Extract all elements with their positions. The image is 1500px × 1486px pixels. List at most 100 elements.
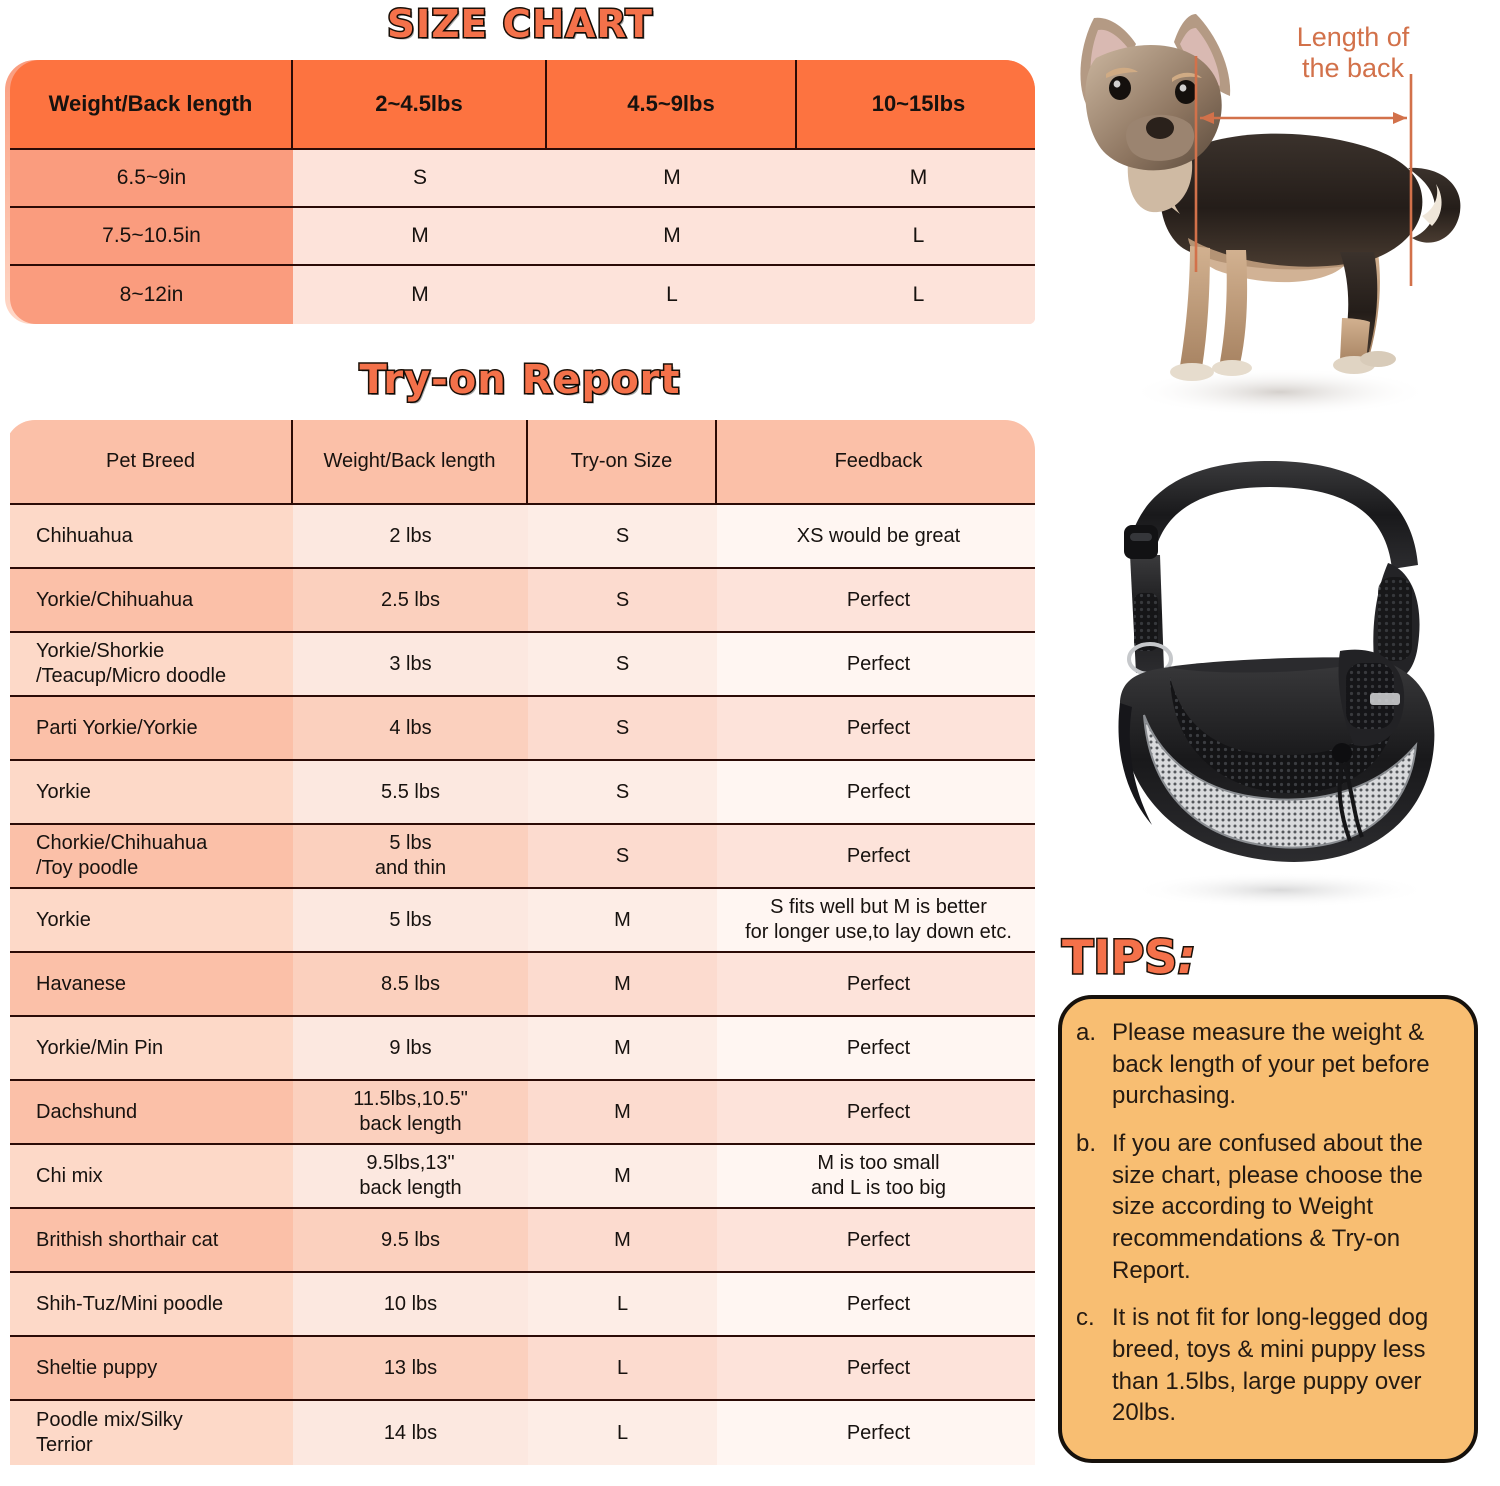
tryon-cell-feedback: Perfect: [717, 825, 1035, 889]
tryon-cell-feedback: XS would be great: [717, 505, 1035, 569]
tryon-cell-weight: 13 lbs: [293, 1337, 528, 1401]
arrow-head-left: [1200, 112, 1214, 124]
length-label-line1: Length of: [1296, 22, 1410, 52]
size-chart-title: SIZE CHART: [385, 1, 654, 48]
tip-marker: a.: [1076, 1019, 1097, 1046]
tips-box: a. Please measure the weight & back lengt…: [1058, 995, 1478, 1463]
tryon-cell-breed-line: Terrior: [36, 1434, 93, 1456]
tryon-cell-feedback-line: Perfect: [846, 1292, 911, 1315]
tryon-cell-breed-line: Yorkie/Chihuahua: [36, 588, 194, 611]
tryon-cell-breed: Havanese: [10, 953, 293, 1017]
tip-marker: c.: [1076, 1304, 1095, 1332]
tryon-cell-weight-line: and thin: [374, 857, 447, 879]
length-label-line2: the back: [1301, 53, 1405, 84]
tryon-cell-weight: 5.5 lbs: [293, 761, 528, 825]
tryon-report-row: Chihuahua 2 lbs S XS would be great: [10, 505, 1035, 569]
tryon-cell-weight: 2.5 lbs: [293, 569, 528, 633]
tryon-cell-breed: Chihuahua: [10, 505, 293, 569]
size-chart-cell: S: [293, 150, 547, 208]
tryon-cell-weight: 5 lbs and thin: [293, 825, 528, 889]
tryon-col-weight-back-length: Weight/Back length: [293, 420, 528, 505]
tryon-cell-breed-line: Sheltie puppy: [36, 1356, 158, 1379]
tryon-cell-breed: Poodle mix/Silky Terrior: [10, 1401, 293, 1465]
tryon-cell-size: M: [528, 1209, 717, 1273]
tryon-cell-feedback: M is too small and L is too big: [717, 1145, 1035, 1209]
tryon-cell-breed: Dachshund: [10, 1081, 293, 1145]
dog-measurement-diagram: Length of the back: [1040, 0, 1500, 430]
tryon-cell-size: S: [528, 761, 717, 825]
tryon-cell-size-line: L: [616, 1356, 629, 1379]
size-chart-cell: L: [797, 266, 1035, 324]
chihuahua-illustration: [1080, 14, 1461, 416]
tryon-col-feedback: Feedback: [717, 420, 1035, 505]
tryon-cell-breed-line: Yorkie/Shorkie: [36, 640, 165, 662]
tryon-cell-feedback-line: for longer use,to lay down etc.: [745, 921, 1012, 943]
tryon-cell-feedback-line: Perfect: [846, 1100, 911, 1123]
tryon-cell-feedback-line: Perfect: [846, 1356, 911, 1379]
size-chart-cell: M: [293, 266, 547, 324]
tryon-cell-size: M: [528, 953, 717, 1017]
tryon-cell-weight: 3 lbs: [293, 633, 528, 697]
brand-label: [1370, 693, 1400, 705]
tryon-cell-feedback: Perfect: [717, 1337, 1035, 1401]
tryon-cell-weight: 8.5 lbs: [293, 953, 528, 1017]
tryon-cell-weight-line: 5.5 lbs: [381, 780, 440, 803]
tryon-cell-size: M: [528, 889, 717, 953]
tryon-cell-feedback: Perfect: [717, 1273, 1035, 1337]
tryon-cell-weight: 4 lbs: [293, 697, 528, 761]
tryon-cell-size-line: M: [614, 908, 631, 931]
tip-item: c. It is not fit for long-legged dog bree…: [1076, 1302, 1458, 1429]
size-chart-cell: M: [547, 208, 797, 266]
tryon-cell-size-line: S: [615, 588, 630, 611]
size-chart-cell: M: [797, 150, 1035, 208]
tryon-cell-breed: Yorkie: [10, 761, 293, 825]
tryon-cell-size-line: S: [615, 716, 630, 739]
tryon-report-row: Chorkie/Chihuahua/Toy poodle 5 lbs and thi…: [10, 825, 1035, 889]
tryon-cell-weight-line: 5 lbs: [389, 908, 432, 931]
tryon-cell-breed-line: Chorkie/Chihuahua: [36, 832, 208, 854]
size-chart-col-3: 10~15lbs: [797, 60, 1035, 150]
tryon-cell-breed: Brithish shorthair cat: [10, 1209, 293, 1273]
tryon-cell-weight-line: 11.5lbs,10.5": [353, 1088, 468, 1110]
size-chart-row-header: 7.5~10.5in: [10, 208, 293, 266]
tryon-cell-feedback-line: Perfect: [846, 780, 911, 803]
tryon-cell-weight-line: back length: [359, 1177, 462, 1199]
tryon-report-title: Try-on Report: [358, 356, 681, 405]
tryon-cell-weight-line: 9.5 lbs: [381, 1228, 440, 1251]
tryon-cell-breed-line: Dachshund: [36, 1100, 138, 1123]
sling-carrier-illustration: [1118, 461, 1435, 908]
tryon-report-row: Parti Yorkie/Yorkie 4 lbs S Perfect: [10, 697, 1035, 761]
tryon-cell-feedback-line: and L is too big: [811, 1177, 946, 1199]
tryon-cell-weight-line: 2.5 lbs: [381, 588, 440, 611]
size-chart-cell: M: [293, 208, 547, 266]
tryon-cell-weight-line: 9.5lbs,13": [366, 1152, 455, 1174]
tryon-cell-breed-line: Chi mix: [36, 1164, 103, 1187]
size-chart-cell: L: [797, 208, 1035, 266]
tryon-report-container: Pet Breed Weight/Back length Try-on Size…: [5, 420, 1035, 1465]
tryon-cell-feedback: Perfect: [717, 697, 1035, 761]
drawstring-toggle: [1332, 743, 1352, 763]
tryon-report-row: Poodle mix/Silky Terrior 14 lbs L Perfect: [10, 1401, 1035, 1465]
tryon-cell-feedback: S fits well but M is better for longer us…: [717, 889, 1035, 953]
tryon-cell-size-line: M: [614, 1036, 631, 1059]
tryon-cell-size: S: [528, 569, 717, 633]
strap-buckle: [1124, 525, 1158, 559]
tryon-report-row: Yorkie/Shorkie/Teacup/Micro doodle 3 lbs S…: [10, 633, 1035, 697]
tryon-report-row: Dachshund 11.5lbs,10.5" back length M Perfec…: [10, 1081, 1035, 1145]
tryon-cell-breed: Chi mix: [10, 1145, 293, 1209]
tip-marker: b.: [1076, 1130, 1097, 1158]
size-chart-row: 8~12in M L L: [10, 266, 1035, 324]
tip-item: a. Please measure the weight & back lengt…: [1076, 1017, 1458, 1112]
tryon-cell-weight-line: 5 lbs: [389, 832, 432, 854]
tryon-cell-feedback: Perfect: [717, 953, 1035, 1017]
tips-title-colon: :: [1176, 929, 1197, 986]
tryon-report-row: Yorkie 5 lbs M S fits well but M is better f…: [10, 889, 1035, 953]
tryon-cell-feedback-line: Perfect: [846, 588, 911, 611]
tryon-cell-feedback-line: Perfect: [846, 844, 911, 867]
tryon-cell-weight: 14 lbs: [293, 1401, 528, 1465]
tryon-cell-size: S: [528, 505, 717, 569]
tryon-cell-feedback: Perfect: [717, 1401, 1035, 1465]
tryon-cell-weight-line: 9 lbs: [389, 1036, 432, 1059]
tryon-cell-size-line: S: [615, 524, 630, 547]
